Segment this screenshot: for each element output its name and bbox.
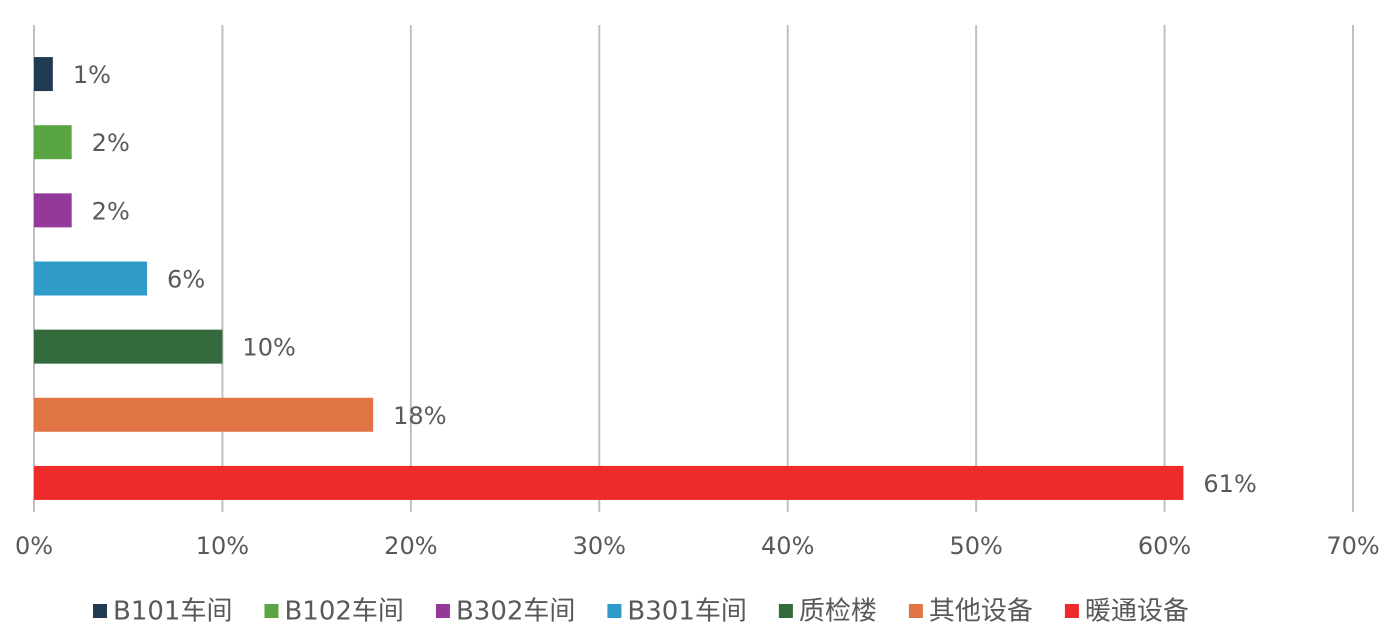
value-label: 1% <box>73 61 111 89</box>
legend-label: B101车间 <box>113 597 232 627</box>
value-label: 18% <box>393 402 446 430</box>
x-tick-label: 0% <box>15 532 53 560</box>
bar <box>34 261 148 296</box>
legend-label: B302车间 <box>456 597 575 627</box>
legend-swatch <box>264 604 279 618</box>
legend-label: 其他设备 <box>929 597 1033 627</box>
x-tick-label: 30% <box>573 532 626 560</box>
x-tick-label: 10% <box>196 532 249 560</box>
legend-label: B102车间 <box>284 597 403 627</box>
legend-swatch <box>435 604 450 618</box>
x-tick-label: 40% <box>761 532 814 560</box>
bar <box>34 57 53 92</box>
legend-swatch <box>607 604 622 618</box>
legend-label: 质检楼 <box>799 597 877 627</box>
bar <box>34 329 223 364</box>
value-label: 6% <box>167 266 205 294</box>
bar <box>34 193 72 228</box>
value-label: 10% <box>242 334 295 362</box>
value-label: 2% <box>92 129 130 157</box>
bar <box>34 465 1184 500</box>
x-tick-label: 20% <box>384 532 437 560</box>
bar <box>34 397 374 432</box>
x-tick-label: 50% <box>949 532 1002 560</box>
legend-label: B301车间 <box>627 597 746 627</box>
value-label: 2% <box>92 197 130 225</box>
value-label: 61% <box>1203 470 1256 498</box>
x-tick-label: 70% <box>1326 532 1379 560</box>
legend-swatch <box>778 604 793 618</box>
legend-label: 暖通设备 <box>1085 597 1189 627</box>
x-tick-label: 60% <box>1138 532 1191 560</box>
legend-swatch <box>93 604 107 618</box>
legend-swatch <box>1064 604 1079 618</box>
bar <box>34 125 72 160</box>
legend-swatch <box>908 604 923 618</box>
